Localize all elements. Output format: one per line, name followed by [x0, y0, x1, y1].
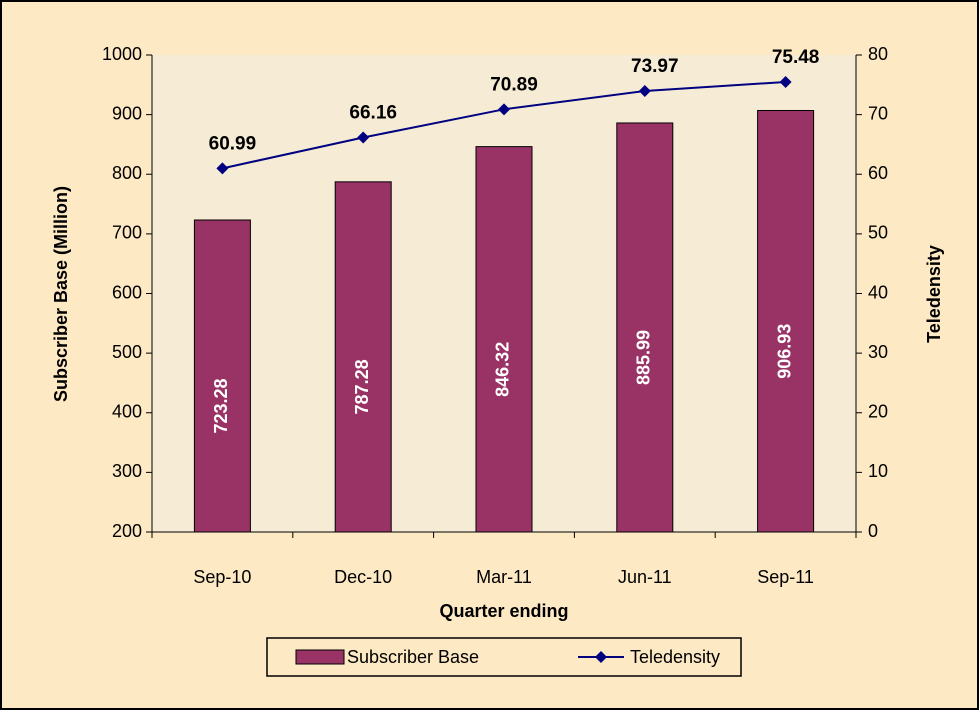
y-tick-label: 300 [112, 461, 142, 481]
bar-value-label: 846.32 [493, 342, 513, 397]
legend [266, 637, 742, 677]
y2-tick-label: 10 [868, 461, 888, 481]
y-tick-label: 500 [112, 342, 142, 362]
line-value-label: 60.99 [209, 133, 257, 154]
y-tick-label: 800 [112, 163, 142, 183]
line-value-label: 75.48 [772, 47, 820, 68]
legend-label: Subscriber Base [347, 647, 479, 667]
line-marker [216, 162, 229, 175]
bar [616, 122, 674, 533]
line-value-label: 73.97 [631, 56, 679, 77]
legend-swatch [295, 649, 345, 665]
x-tick-label: Sep-11 [757, 567, 814, 587]
y-tick-label: 900 [112, 103, 142, 123]
y2-tick-label: 60 [868, 163, 888, 183]
line-marker [779, 75, 792, 88]
y2-axis-title: Teledensity [924, 245, 944, 343]
line-value-label: 70.89 [490, 74, 538, 95]
bar-value-label: 723.28 [211, 378, 231, 433]
x-tick-label: Sep-10 [193, 567, 251, 587]
line-marker [357, 131, 370, 144]
y-tick-label: 200 [112, 521, 142, 541]
y-tick-label: 400 [112, 402, 142, 422]
line-marker [638, 84, 651, 97]
bar [757, 109, 815, 533]
bar [193, 219, 251, 533]
y2-tick-label: 30 [868, 342, 888, 362]
y2-tick-label: 40 [868, 282, 888, 302]
y2-tick-label: 20 [868, 402, 888, 422]
y-tick-label: 1000 [102, 44, 142, 64]
x-axis-title: Quarter ending [439, 601, 568, 621]
x-tick-label: Jun-11 [618, 567, 672, 587]
legend-label: Teledensity [630, 647, 720, 667]
y2-tick-label: 70 [868, 103, 888, 123]
y2-tick-label: 50 [868, 223, 888, 243]
legend-marker [595, 651, 607, 663]
y-tick-label: 600 [112, 282, 142, 302]
y2-tick-label: 80 [868, 44, 888, 64]
bar-value-label: 885.99 [634, 330, 654, 385]
bar-value-label: 906.93 [774, 324, 794, 379]
y-tick-label: 700 [112, 223, 142, 243]
x-tick-label: Dec-10 [334, 567, 392, 587]
y-axis-title: Subscriber Base (Million) [51, 186, 71, 402]
y2-tick-label: 0 [868, 521, 878, 541]
line-marker [498, 103, 510, 116]
line-value-label: 66.16 [349, 103, 397, 124]
bar [475, 146, 533, 533]
bar [334, 181, 392, 533]
x-tick-label: Mar-11 [476, 567, 532, 587]
bar-value-label: 787.28 [352, 359, 372, 414]
